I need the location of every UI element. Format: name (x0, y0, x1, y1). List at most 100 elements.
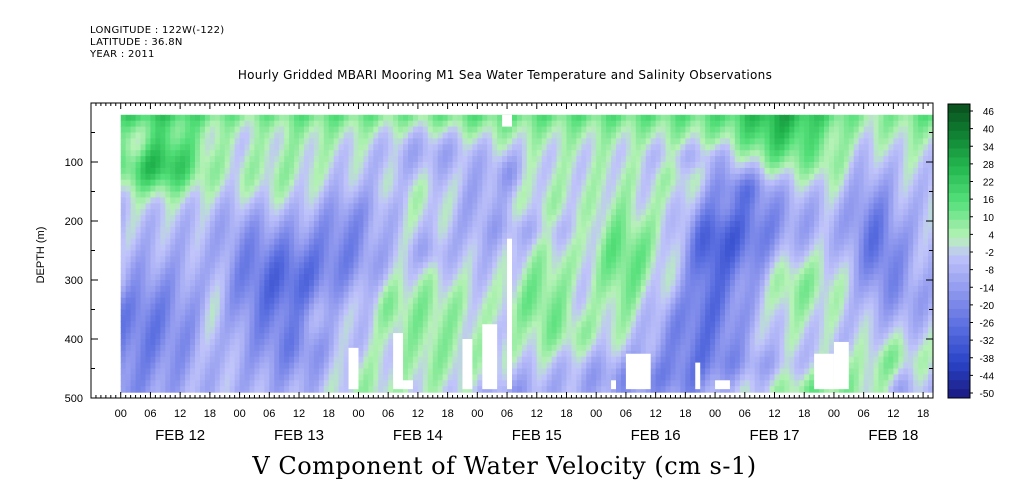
heat-cell (294, 333, 300, 340)
heat-cell (502, 333, 508, 340)
heat-cell (244, 356, 251, 364)
heat-cell (323, 274, 330, 281)
heat-cell (571, 226, 577, 234)
heat-cell (477, 156, 483, 163)
heat-cell (630, 327, 637, 334)
heat-cell (378, 380, 384, 387)
heat-cell (279, 167, 285, 175)
heat-cell (502, 280, 508, 287)
heat-cell (244, 268, 251, 275)
heat-cell (422, 291, 429, 299)
heat-cell (427, 256, 434, 263)
heat-cell (412, 156, 419, 163)
heat-cell (427, 356, 434, 364)
heat-cell (596, 333, 602, 340)
heat-cell (313, 138, 320, 145)
heat-cell (417, 315, 424, 322)
heat-cell (645, 138, 652, 145)
heat-cell (541, 203, 548, 210)
heat-cell (140, 226, 147, 234)
heat-cell (417, 120, 424, 128)
heat-cell (477, 350, 483, 358)
heat-cell (616, 203, 622, 210)
heat-cell (611, 132, 617, 139)
heat-cell (442, 268, 449, 275)
heat-cell (616, 386, 622, 393)
heat-cell (160, 344, 166, 352)
heat-cell (150, 315, 156, 322)
heat-cell (214, 179, 221, 187)
heat-cell (551, 280, 558, 287)
heat-cell (195, 291, 201, 299)
heat-cell (606, 197, 612, 204)
heat-cell (363, 232, 369, 240)
heat-cell (403, 162, 409, 169)
heat-cell (462, 203, 469, 210)
heat-cell (125, 339, 132, 346)
heat-cell (487, 268, 493, 275)
heat-cell (145, 274, 152, 281)
heat-cell (165, 238, 171, 246)
heat-cell (170, 333, 176, 340)
heat-cell (601, 173, 607, 181)
heat-cell (611, 226, 617, 234)
heat-cell (155, 268, 161, 275)
heat-cell (620, 209, 627, 216)
heat-cell (219, 356, 226, 364)
heat-cell (289, 321, 295, 328)
heat-cell (155, 197, 161, 204)
heat-cell (249, 244, 256, 252)
heat-cell (338, 386, 345, 393)
heat-cell (571, 350, 577, 358)
heat-cell (467, 173, 473, 181)
heat-cell (516, 362, 523, 370)
heat-cell (531, 203, 538, 210)
heat-cell (343, 114, 350, 122)
heat-cell (140, 374, 147, 381)
heat-cell (452, 179, 459, 187)
heat-cell (323, 138, 330, 145)
heat-cell (393, 167, 399, 175)
heat-cell (363, 356, 369, 364)
heat-cell (407, 374, 414, 381)
heat-cell (601, 162, 607, 169)
heat-cell (407, 344, 414, 352)
heat-cell (244, 327, 251, 334)
heat-cell (294, 262, 300, 269)
heat-cell (165, 114, 171, 122)
heat-cell (472, 327, 478, 334)
heat-cell (437, 156, 444, 163)
heat-cell (185, 221, 191, 228)
heat-cell (516, 333, 523, 340)
heat-cell (492, 256, 498, 263)
heat-cell (135, 162, 142, 169)
heat-cell (422, 327, 429, 334)
heat-cell (467, 315, 473, 322)
heat-cell (412, 380, 419, 387)
heat-cell (303, 185, 310, 193)
heat-cell (601, 197, 607, 204)
heat-cell (229, 120, 236, 128)
heat-cell (507, 226, 513, 234)
heat-cell (289, 268, 295, 275)
heat-cell (249, 386, 256, 393)
heat-cell (323, 203, 330, 210)
heat-cell (512, 297, 518, 305)
heat-cell (140, 138, 147, 145)
heat-cell (620, 297, 627, 305)
heat-cell (264, 126, 270, 134)
heat-cell (323, 238, 330, 246)
heat-cell (596, 114, 602, 122)
heat-cell (299, 244, 305, 252)
heat-cell (606, 327, 612, 334)
heat-cell (383, 191, 389, 198)
heat-cell (279, 173, 285, 181)
heat-cell (353, 114, 360, 122)
heat-cell (145, 221, 152, 228)
heat-cell (541, 285, 548, 293)
heat-cell (398, 327, 404, 334)
heat-cell (487, 232, 493, 240)
heat-cell (620, 232, 627, 240)
heat-cell (502, 285, 508, 293)
